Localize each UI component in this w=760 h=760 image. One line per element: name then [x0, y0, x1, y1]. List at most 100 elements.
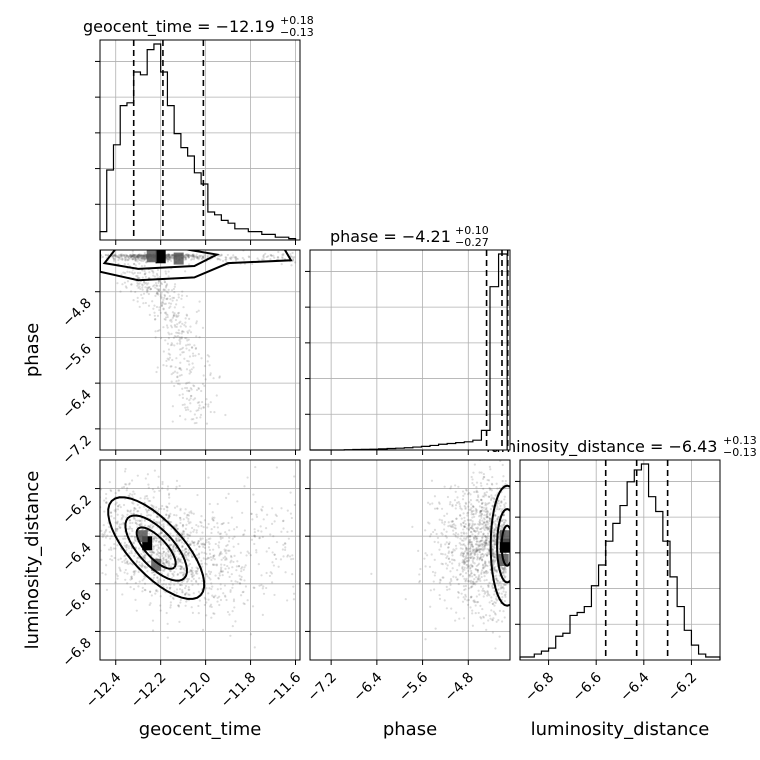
scatter-geocent-time-vs-phase-point	[191, 254, 194, 257]
scatter-geocent-time-vs-phase-point	[176, 375, 179, 378]
scatter-phase-vs-luminosity-distance-point	[494, 494, 497, 497]
scatter-geocent-time-vs-luminosity-distance-point	[164, 553, 167, 556]
scatter-phase-vs-luminosity-distance-point	[496, 581, 499, 584]
scatter-phase-vs-luminosity-distance-point	[493, 528, 496, 531]
scatter-geocent-time-vs-luminosity-distance-point	[128, 532, 131, 535]
scatter-phase-vs-luminosity-distance-point	[475, 540, 479, 543]
scatter-geocent-time-vs-luminosity-distance-point	[144, 477, 147, 480]
scatter-geocent-time-vs-phase-point	[179, 337, 182, 340]
scatter-phase-vs-luminosity-distance-point	[489, 468, 492, 471]
scatter-phase-vs-luminosity-distance-point	[493, 538, 497, 541]
scatter-geocent-time-vs-luminosity-distance-point	[218, 554, 221, 557]
scatter-geocent-time-vs-luminosity-distance-point	[235, 526, 238, 529]
scatter-phase-vs-luminosity-distance-point	[473, 573, 476, 577]
scatter-phase-vs-luminosity-distance-point	[484, 524, 488, 527]
scatter-geocent-time-vs-phase-point	[131, 257, 134, 261]
scatter-phase-vs-luminosity-distance-point	[493, 513, 497, 517]
scatter-geocent-time-vs-luminosity-distance-point	[129, 578, 132, 581]
scatter-geocent-time-vs-luminosity-distance-point	[154, 589, 158, 593]
scatter-geocent-time-vs-luminosity-distance-contour-line	[135, 526, 177, 570]
scatter-phase-vs-luminosity-distance-point	[488, 488, 492, 491]
scatter-phase-vs-luminosity-distance-point	[491, 483, 494, 486]
scatter-geocent-time-vs-phase-point	[197, 386, 200, 390]
scatter-phase-vs-luminosity-distance-point	[486, 554, 489, 557]
scatter-geocent-time-vs-luminosity-distance-point	[213, 563, 216, 566]
scatter-geocent-time-vs-luminosity-distance-point	[132, 587, 136, 591]
scatter-geocent-time-vs-luminosity-distance-point	[187, 552, 190, 556]
scatter-geocent-time-vs-luminosity-distance-point	[232, 545, 235, 548]
scatter-geocent-time-vs-luminosity-distance-point	[255, 513, 258, 516]
scatter-phase-vs-luminosity-distance-point	[443, 599, 446, 602]
scatter-geocent-time-vs-luminosity-distance-point	[150, 504, 153, 507]
scatter-geocent-time-vs-phase-point	[162, 326, 165, 329]
scatter-geocent-time-vs-luminosity-distance-point	[196, 554, 199, 557]
scatter-phase-vs-luminosity-distance-point	[486, 527, 489, 530]
scatter-geocent-time-vs-phase-point	[132, 253, 135, 256]
scatter-geocent-time-vs-luminosity-distance-point	[161, 557, 165, 560]
scatter-phase-vs-luminosity-distance-point	[443, 520, 447, 524]
scatter-phase-vs-luminosity-distance-point	[468, 508, 471, 511]
scatter-phase-vs-luminosity-distance-point	[451, 550, 454, 553]
scatter-geocent-time-vs-luminosity-distance-point	[197, 540, 200, 543]
scatter-phase-vs-luminosity-distance-point	[454, 619, 457, 622]
scatter-geocent-time-vs-phase-point	[193, 384, 196, 388]
scatter-phase-vs-luminosity-distance-point	[471, 481, 474, 485]
scatter-geocent-time-vs-luminosity-distance-point	[260, 530, 263, 533]
scatter-geocent-time-vs-luminosity-distance-point	[208, 548, 211, 552]
scatter-phase-vs-luminosity-distance-point	[483, 540, 486, 544]
scatter-geocent-time-vs-luminosity-distance-point	[159, 609, 162, 612]
scatter-phase-vs-luminosity-distance-point	[467, 541, 470, 544]
scatter-geocent-time-vs-luminosity-distance-point	[125, 546, 129, 549]
scatter-geocent-time-vs-luminosity-distance-point	[109, 546, 112, 549]
scatter-geocent-time-vs-luminosity-distance-point	[239, 582, 242, 585]
scatter-geocent-time-vs-phase-point	[269, 258, 272, 261]
scatter-geocent-time-vs-luminosity-distance-point	[209, 570, 213, 574]
scatter-geocent-time-vs-luminosity-distance-point	[162, 550, 165, 553]
scatter-phase-vs-luminosity-distance-point	[484, 561, 487, 564]
scatter-phase-vs-luminosity-distance-point	[476, 553, 479, 556]
scatter-geocent-time-vs-phase-point	[176, 315, 179, 318]
scatter-geocent-time-vs-luminosity-distance-point	[113, 542, 116, 546]
scatter-phase-vs-luminosity-distance-point	[481, 519, 484, 522]
scatter-geocent-time-vs-luminosity-distance-point	[167, 493, 171, 496]
scatter-phase-vs-luminosity-distance-point	[470, 475, 473, 479]
scatter-phase-vs-luminosity-distance-point	[494, 569, 497, 572]
scatter-geocent-time-vs-phase-point	[187, 255, 190, 258]
scatter-geocent-time-vs-luminosity-distance-point	[172, 545, 175, 549]
scatter-geocent-time-vs-phase-point	[142, 254, 145, 257]
scatter-geocent-time-vs-phase-point	[75, 259, 77, 261]
scatter-geocent-time-vs-phase-point	[112, 254, 115, 257]
scatter-geocent-time-vs-luminosity-distance-point	[134, 570, 137, 573]
scatter-phase-vs-luminosity-distance-point	[466, 493, 470, 496]
scatter-geocent-time-vs-luminosity-distance-point	[132, 512, 135, 515]
scatter-geocent-time-vs-luminosity-distance-point	[162, 542, 165, 545]
scatter-phase-vs-luminosity-distance-point	[501, 463, 504, 467]
scatter-geocent-time-vs-phase-point	[201, 255, 205, 258]
scatter-phase-vs-luminosity-distance-point	[437, 541, 440, 544]
scatter-geocent-time-vs-phase-point	[177, 296, 180, 299]
scatter-phase-vs-luminosity-distance-point	[497, 588, 500, 591]
scatter-geocent-time-vs-luminosity-distance-point	[258, 537, 261, 540]
scatter-geocent-time-vs-luminosity-distance-point	[116, 504, 120, 508]
scatter-geocent-time-vs-luminosity-distance-point	[131, 493, 134, 496]
scatter-geocent-time-vs-luminosity-distance-point	[177, 540, 181, 543]
scatter-phase-vs-luminosity-distance-point	[472, 599, 475, 602]
scatter-geocent-time-vs-luminosity-distance-point	[179, 571, 182, 574]
scatter-phase-vs-luminosity-distance-point	[453, 526, 456, 530]
scatter-geocent-time-vs-luminosity-distance-point	[175, 591, 178, 594]
scatter-geocent-time-vs-phase-point	[140, 293, 143, 296]
scatter-phase-vs-luminosity-distance-point	[504, 518, 507, 522]
scatter-phase-vs-luminosity-distance-point	[499, 525, 502, 528]
scatter-geocent-time-vs-phase-point	[146, 289, 149, 292]
scatter-phase-vs-luminosity-distance-point	[423, 557, 426, 560]
scatter-phase-vs-luminosity-distance-point	[492, 500, 496, 503]
scatter-geocent-time-vs-phase-point	[202, 257, 206, 260]
xtick-label-geocent-time: −12.4	[83, 669, 125, 711]
scatter-geocent-time-vs-phase-point	[160, 296, 163, 299]
scatter-geocent-time-vs-phase-point	[144, 272, 147, 275]
scatter-phase-vs-luminosity-distance-point	[462, 554, 465, 557]
scatter-phase-vs-luminosity-distance-point	[486, 526, 489, 529]
scatter-phase-vs-luminosity-distance-point	[504, 591, 507, 594]
scatter-phase-vs-luminosity-distance-point	[481, 543, 484, 546]
scatter-geocent-time-vs-luminosity-distance-point	[122, 537, 125, 540]
